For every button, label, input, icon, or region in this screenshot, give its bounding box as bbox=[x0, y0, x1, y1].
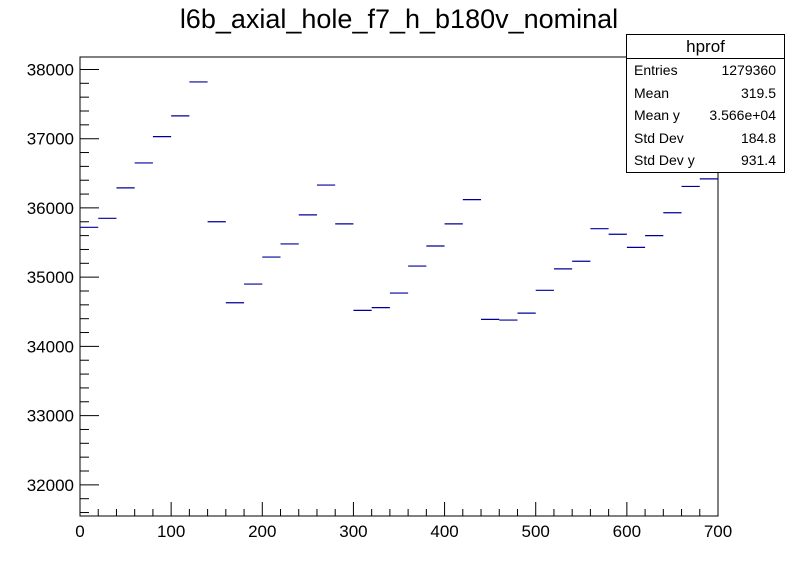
x-tick-label: 200 bbox=[248, 522, 276, 541]
stats-value: 1279360 bbox=[721, 62, 776, 78]
stats-value: 319.5 bbox=[740, 84, 776, 101]
y-tick-label: 33000 bbox=[27, 407, 74, 426]
stats-label: Entries bbox=[634, 62, 678, 78]
x-tick-label: 500 bbox=[522, 522, 550, 541]
x-axis: 0 100 200 300 400 500 600 700 bbox=[75, 502, 732, 541]
stats-label: Std Dev y bbox=[634, 152, 695, 168]
y-tick-label: 35000 bbox=[27, 268, 74, 287]
x-tick-label: 400 bbox=[430, 522, 458, 541]
x-tick-label: 300 bbox=[339, 522, 367, 541]
data-points bbox=[80, 81, 718, 321]
stats-label: Mean y bbox=[634, 107, 680, 123]
x-tick-label: 0 bbox=[75, 522, 84, 541]
y-tick-label: 37000 bbox=[27, 130, 74, 149]
y-tick-label: 32000 bbox=[27, 476, 74, 495]
stats-row-entries: Entries 1279360 bbox=[627, 59, 784, 82]
stats-row-mean-y: Mean y 3.566e+04 bbox=[627, 104, 784, 127]
stats-title: hprof bbox=[627, 35, 784, 59]
stats-value: 184.8 bbox=[740, 129, 776, 146]
y-tick-label: 36000 bbox=[27, 199, 74, 218]
plot-frame bbox=[79, 56, 719, 517]
stats-row-std-dev: Std Dev 184.8 bbox=[627, 127, 784, 150]
stats-box: hprof Entries 1279360 Mean 319.5 Mean y … bbox=[626, 34, 785, 173]
stats-label: Std Dev bbox=[634, 129, 684, 146]
stats-value: 931.4 bbox=[740, 152, 776, 168]
stats-value: 3.566e+04 bbox=[709, 107, 776, 123]
stats-row-mean: Mean 319.5 bbox=[627, 82, 784, 105]
stats-label: Mean bbox=[634, 84, 670, 101]
y-tick-label: 38000 bbox=[27, 60, 74, 79]
x-tick-label: 100 bbox=[157, 522, 185, 541]
x-tick-label: 600 bbox=[613, 522, 641, 541]
chart-title: l6b_axial_hole_f7_h_b180v_nominal bbox=[179, 4, 619, 34]
x-tick-label: 700 bbox=[704, 522, 732, 541]
stats-row-std-dev-y: Std Dev y 931.4 bbox=[627, 149, 784, 172]
y-tick-label: 34000 bbox=[27, 337, 74, 356]
y-axis: 32000 33000 34000 35000 36000 37000 38000 bbox=[27, 60, 99, 514]
